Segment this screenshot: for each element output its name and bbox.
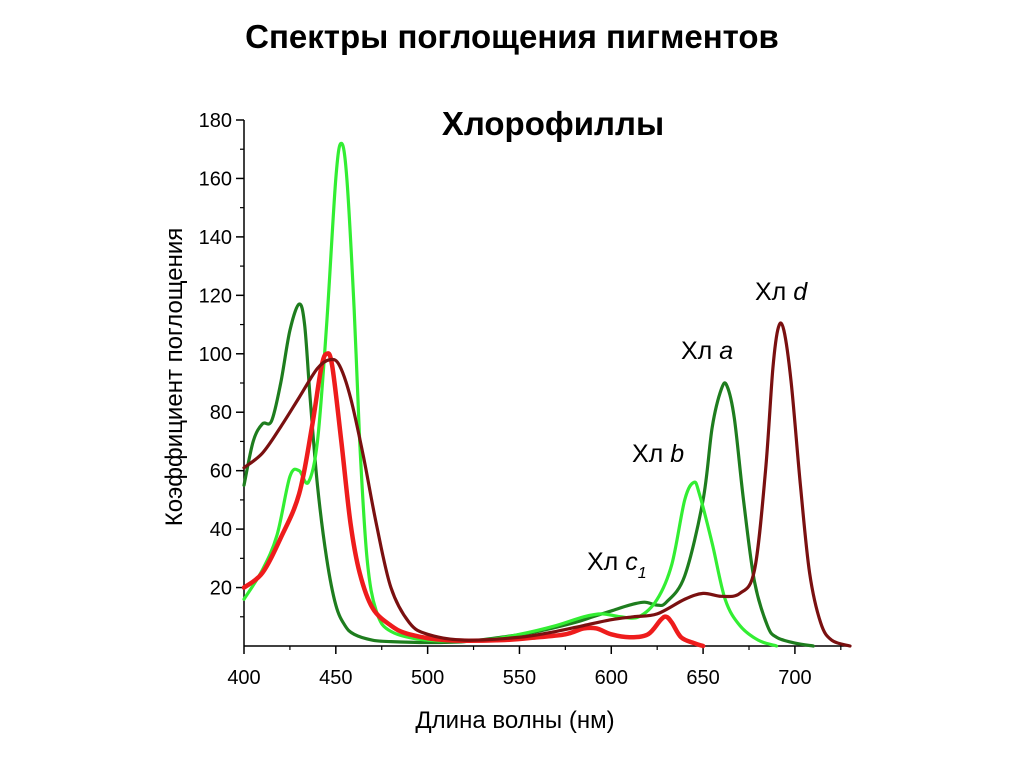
y-tick-label: 20 [210, 578, 232, 600]
y-tick-label: 80 [210, 402, 232, 424]
y-tick-label: 120 [199, 285, 232, 307]
slide-title: Спектры поглощения пигментов [245, 18, 779, 55]
y-tick-label: 40 [210, 519, 232, 541]
series-annotation: Хл a [681, 337, 733, 365]
annotation-variable: d [793, 278, 808, 306]
chart-title: Хлорофиллы [442, 105, 664, 142]
annotation-subscript: 1 [638, 565, 647, 582]
annotation-variable: b [670, 440, 684, 468]
annotation-prefix: Хл [587, 548, 625, 576]
series-annotation: Хл c1 [587, 548, 647, 582]
series-line [242, 141, 779, 648]
y-tick-label: 100 [199, 344, 232, 366]
x-tick-label: 400 [227, 667, 260, 689]
y-tick-label: 60 [210, 461, 232, 483]
annotation-variable: c [625, 548, 638, 576]
x-tick-label: 650 [686, 667, 719, 689]
y-axis-label: Коэффициент поглощения [161, 228, 188, 527]
y-tick-label: 140 [199, 227, 232, 249]
annotation-prefix: Хл [755, 278, 793, 306]
x-tick-label: 550 [503, 667, 536, 689]
series-annotation: Хл b [632, 440, 684, 468]
annotation-variable: a [719, 337, 733, 365]
x-axis-label: Длина волны (нм) [415, 707, 614, 734]
y-tick-label: 160 [199, 168, 232, 190]
x-tick-label: 600 [595, 667, 628, 689]
x-tick-label: 700 [778, 667, 811, 689]
x-tick-label: 500 [411, 667, 444, 689]
series-line [242, 321, 852, 648]
series-annotation: Хл d [755, 278, 808, 306]
annotation-prefix: Хл [681, 337, 719, 365]
annotation-prefix: Хл [632, 440, 670, 468]
series-line [241, 351, 706, 649]
y-tick-label: 180 [199, 110, 232, 132]
x-tick-label: 450 [319, 667, 352, 689]
